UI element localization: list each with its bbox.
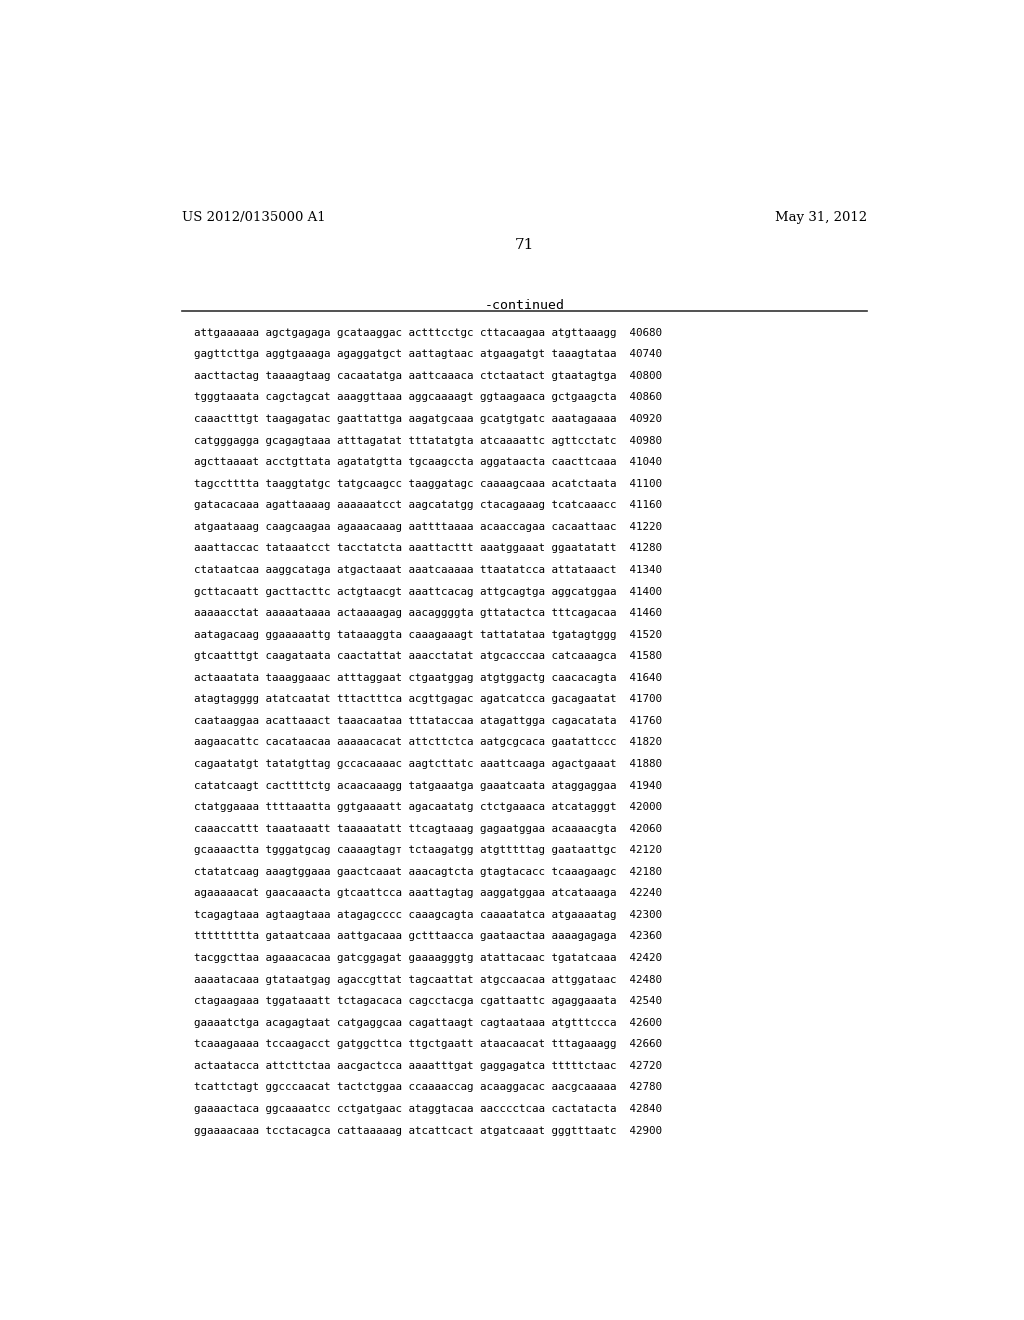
Text: May 31, 2012: May 31, 2012 xyxy=(775,211,867,224)
Text: ttttttttta gataatcaaa aattgacaaa gctttaacca gaataactaa aaaagagaga  42360: ttttttttta gataatcaaa aattgacaaa gctttaa… xyxy=(194,932,662,941)
Text: cagaatatgt tatatgttag gccacaaaac aagtcttatc aaattcaaga agactgaaat  41880: cagaatatgt tatatgttag gccacaaaac aagtctt… xyxy=(194,759,662,770)
Text: tagcctttta taaggtatgc tatgcaagcc taaggatagc caaaagcaaa acatctaata  41100: tagcctttta taaggtatgc tatgcaagcc taaggat… xyxy=(194,479,662,488)
Text: 71: 71 xyxy=(515,238,535,252)
Text: gaaaatctga acagagtaat catgaggcaa cagattaagt cagtaataaa atgtttccca  42600: gaaaatctga acagagtaat catgaggcaa cagatta… xyxy=(194,1018,662,1028)
Text: ctagaagaaa tggataaatt tctagacaca cagcctacga cgattaattc agaggaaata  42540: ctagaagaaa tggataaatt tctagacaca cagccta… xyxy=(194,997,662,1006)
Text: aatagacaag ggaaaaattg tataaaggta caaagaaagt tattatataa tgatagtggg  41520: aatagacaag ggaaaaattg tataaaggta caaagaa… xyxy=(194,630,662,640)
Text: US 2012/0135000 A1: US 2012/0135000 A1 xyxy=(182,211,326,224)
Text: tcaaagaaaa tccaagacct gatggcttca ttgctgaatt ataacaacat tttagaaagg  42660: tcaaagaaaa tccaagacct gatggcttca ttgctga… xyxy=(194,1039,662,1049)
Text: gatacacaaa agattaaaag aaaaaatcct aagcatatgg ctacagaaag tcatcaaacc  41160: gatacacaaa agattaaaag aaaaaatcct aagcata… xyxy=(194,500,662,511)
Text: agaaaaacat gaacaaacta gtcaattcca aaattagtag aaggatggaa atcataaaga  42240: agaaaaacat gaacaaacta gtcaattcca aaattag… xyxy=(194,888,662,899)
Text: tcagagtaaa agtaagtaaa atagagcccc caaagcagta caaaatatca atgaaaatag  42300: tcagagtaaa agtaagtaaa atagagcccc caaagca… xyxy=(194,909,662,920)
Text: tgggtaaata cagctagcat aaaggttaaa aggcaaaagt ggtaagaaca gctgaagcta  40860: tgggtaaata cagctagcat aaaggttaaa aggcaaa… xyxy=(194,392,662,403)
Text: gcaaaactta tgggatgcag caaaagtagт tctaagatgg atgtttttag gaataattgc  42120: gcaaaactta tgggatgcag caaaagtagт tctaaga… xyxy=(194,845,662,855)
Text: gcttacaatt gacttacttc actgtaacgt aaattcacag attgcagtga aggcatggaa  41400: gcttacaatt gacttacttc actgtaacgt aaattca… xyxy=(194,586,662,597)
Text: aacttactag taaaagtaag cacaatatga aattcaaaca ctctaatact gtaatagtga  40800: aacttactag taaaagtaag cacaatatga aattcaa… xyxy=(194,371,662,381)
Text: caataaggaa acattaaact taaacaataa tttataccaa atagattgga cagacatata  41760: caataaggaa acattaaact taaacaataa tttatac… xyxy=(194,715,662,726)
Text: ggaaaacaaa tcctacagca cattaaaaag atcattcact atgatcaaat gggtttaatc  42900: ggaaaacaaa tcctacagca cattaaaaag atcattc… xyxy=(194,1126,662,1135)
Text: gagttcttga aggtgaaaga agaggatgct aattagtaac atgaagatgt taaagtataa  40740: gagttcttga aggtgaaaga agaggatgct aattagt… xyxy=(194,350,662,359)
Text: caaactttgt taagagatac gaattattga aagatgcaaa gcatgtgatc aaatagaaaa  40920: caaactttgt taagagatac gaattattga aagatgc… xyxy=(194,414,662,424)
Text: ctatggaaaa ttttaaatta ggtgaaaatt agacaatatg ctctgaaaca atcatagggt  42000: ctatggaaaa ttttaaatta ggtgaaaatt agacaat… xyxy=(194,803,662,812)
Text: gaaaactaca ggcaaaatcc cctgatgaac ataggtacaa aacccctcaa cactatacta  42840: gaaaactaca ggcaaaatcc cctgatgaac ataggta… xyxy=(194,1104,662,1114)
Text: -continued: -continued xyxy=(484,300,565,313)
Text: attgaaaaaa agctgagaga gcataaggac actttcctgc cttacaagaa atgttaaagg  40680: attgaaaaaa agctgagaga gcataaggac actttcc… xyxy=(194,327,662,338)
Text: ctataatcaa aaggcataga atgactaaat aaatcaaaaa ttaatatcca attataaact  41340: ctataatcaa aaggcataga atgactaaat aaatcaa… xyxy=(194,565,662,576)
Text: aaattaccac tataaatcct tacctatcta aaattacttt aaatggaaat ggaatatatt  41280: aaattaccac tataaatcct tacctatcta aaattac… xyxy=(194,544,662,553)
Text: catgggagga gcagagtaaa atttagatat tttatatgta atcaaaattc agttcctatc  40980: catgggagga gcagagtaaa atttagatat tttatat… xyxy=(194,436,662,446)
Text: aaaatacaaa gtataatgag agaccgttat tagcaattat atgccaacaa attggataac  42480: aaaatacaaa gtataatgag agaccgttat tagcaat… xyxy=(194,974,662,985)
Text: gtcaatttgt caagataata caactattat aaacctatat atgcacccaa catcaaagca  41580: gtcaatttgt caagataata caactattat aaaccta… xyxy=(194,651,662,661)
Text: tacggcttaa agaaacacaa gatcggagat gaaaagggtg atattacaac tgatatcaaa  42420: tacggcttaa agaaacacaa gatcggagat gaaaagg… xyxy=(194,953,662,964)
Text: actaaatata taaaggaaac atttaggaat ctgaatggag atgtggactg caacacagta  41640: actaaatata taaaggaaac atttaggaat ctgaatg… xyxy=(194,673,662,682)
Text: agcttaaaat acctgttata agatatgtta tgcaagccta aggataacta caacttcaaa  41040: agcttaaaat acctgttata agatatgtta tgcaagc… xyxy=(194,457,662,467)
Text: tcattctagt ggcccaacat tactctggaa ccaaaaccag acaaggacac aacgcaaaaa  42780: tcattctagt ggcccaacat tactctggaa ccaaaac… xyxy=(194,1082,662,1093)
Text: catatcaagt cacttttctg acaacaaagg tatgaaatga gaaatcaata ataggaggaa  41940: catatcaagt cacttttctg acaacaaagg tatgaaa… xyxy=(194,780,662,791)
Text: atagtagggg atatcaatat tttactttca acgttgagac agatcatcca gacagaatat  41700: atagtagggg atatcaatat tttactttca acgttga… xyxy=(194,694,662,705)
Text: atgaataaag caagcaagaa agaaacaaag aattttaaaa acaaccagaa cacaattaac  41220: atgaataaag caagcaagaa agaaacaaag aatttta… xyxy=(194,521,662,532)
Text: ctatatcaag aaagtggaaa gaactcaaat aaacagtcta gtagtacacc tcaaagaagc  42180: ctatatcaag aaagtggaaa gaactcaaat aaacagt… xyxy=(194,867,662,876)
Text: aaaaacctat aaaaataaaa actaaaagag aacaggggta gttatactca tttcagacaa  41460: aaaaacctat aaaaataaaa actaaaagag aacaggg… xyxy=(194,609,662,618)
Text: actaatacca attcttctaa aacgactcca aaaatttgat gaggagatca tttttctaac  42720: actaatacca attcttctaa aacgactcca aaaattt… xyxy=(194,1061,662,1071)
Text: aagaacattc cacataacaa aaaaacacat attcttctca aatgcgcaca gaatattccc  41820: aagaacattc cacataacaa aaaaacacat attcttc… xyxy=(194,738,662,747)
Text: caaaccattt taaataaatt taaaaatatt ttcagtaaag gagaatggaa acaaaacgta  42060: caaaccattt taaataaatt taaaaatatt ttcagta… xyxy=(194,824,662,834)
